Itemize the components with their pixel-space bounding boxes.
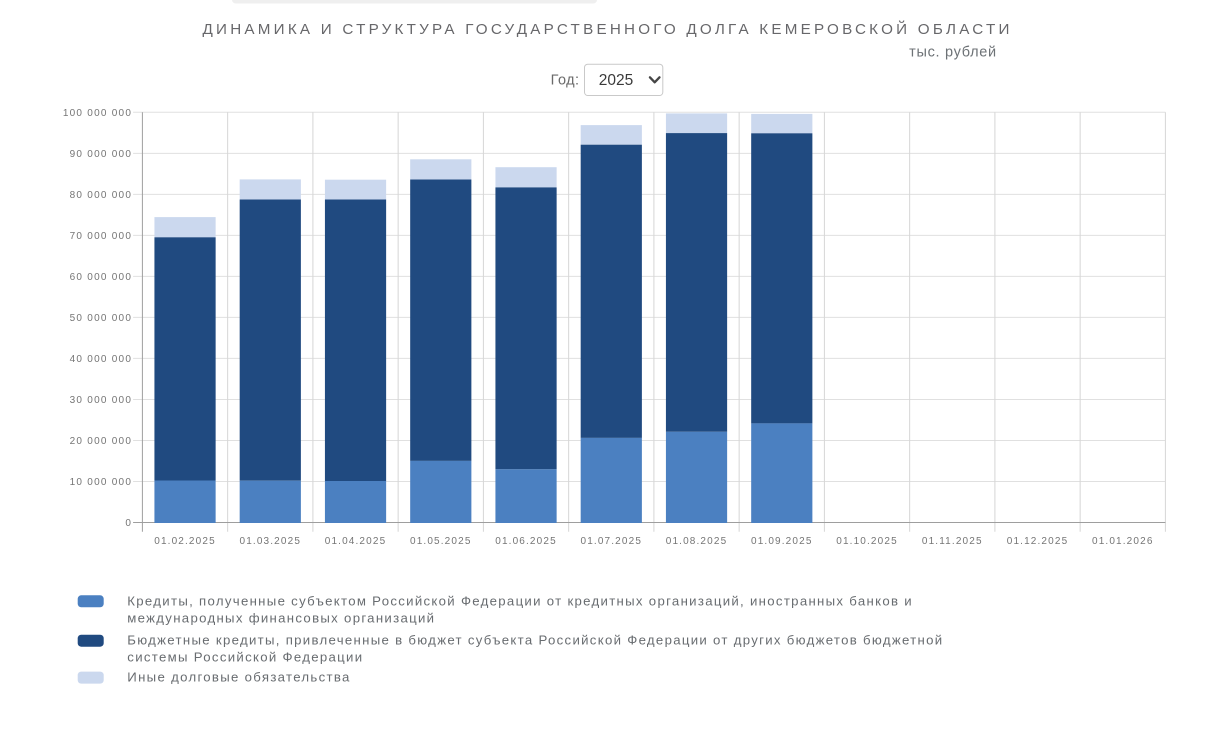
svg-text:2025: 2025 [599,72,633,89]
svg-text:01.02.2025: 01.02.2025 [154,536,216,547]
svg-text:01.01.2026: 01.01.2026 [1092,536,1154,547]
svg-text:01.06.2025: 01.06.2025 [495,536,557,547]
svg-text:01.08.2025: 01.08.2025 [666,536,728,547]
svg-text:Бюджетные кредиты, привлеченны: Бюджетные кредиты, привлеченные в бюджет… [127,633,943,648]
svg-text:01.12.2025: 01.12.2025 [1007,536,1069,547]
svg-text:Иные долговые обязательства: Иные долговые обязательства [127,670,350,685]
svg-text:70 000 000: 70 000 000 [70,231,133,242]
svg-text:60 000 000: 60 000 000 [70,272,133,283]
svg-text:системы Российской Федерации: системы Российской Федерации [127,650,363,665]
svg-text:Год:: Год: [551,73,580,89]
svg-text:01.07.2025: 01.07.2025 [580,536,642,547]
svg-text:01.10.2025: 01.10.2025 [836,536,898,547]
svg-text:Кредиты, полученные субъектом: Кредиты, полученные субъектом Российской… [127,593,913,608]
svg-text:01.04.2025: 01.04.2025 [325,536,387,547]
svg-text:01.09.2025: 01.09.2025 [751,536,813,547]
svg-text:80 000 000: 80 000 000 [70,190,133,201]
svg-text:тыс. рублей: тыс. рублей [909,44,997,60]
svg-text:01.03.2025: 01.03.2025 [239,536,301,547]
svg-text:100 000 000: 100 000 000 [63,108,132,119]
svg-text:01.05.2025: 01.05.2025 [410,536,472,547]
svg-text:международных финансовых орган: международных финансовых организаций [127,610,435,625]
svg-text:ДИНАМИКА И СТРУКТУРА ГОСУДАРСТ: ДИНАМИКА И СТРУКТУРА ГОСУДАРСТВЕННОГО ДО… [203,20,1013,38]
svg-text:40 000 000: 40 000 000 [70,354,133,365]
svg-text:01.11.2025: 01.11.2025 [922,536,983,547]
svg-text:0: 0 [125,518,132,529]
svg-text:20 000 000: 20 000 000 [70,436,133,447]
svg-text:90 000 000: 90 000 000 [70,149,133,160]
svg-text:10 000 000: 10 000 000 [70,477,133,488]
svg-text:30 000 000: 30 000 000 [70,395,133,406]
svg-text:50 000 000: 50 000 000 [70,313,133,324]
